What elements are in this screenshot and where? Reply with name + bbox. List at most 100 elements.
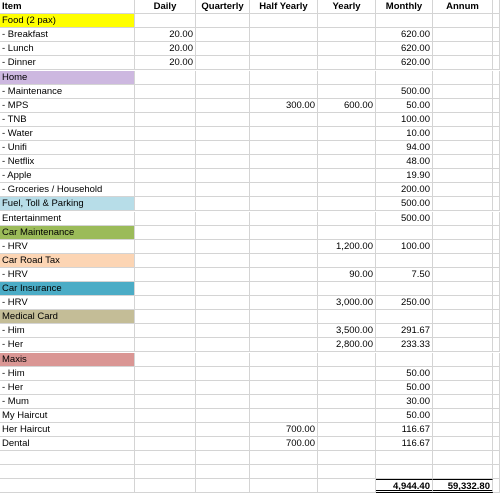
item-cell[interactable] [0,465,135,480]
yearly-cell[interactable] [318,451,376,466]
monthly-cell[interactable]: 7.50 [376,267,433,282]
empty-cell[interactable] [493,394,500,409]
empty-cell[interactable] [493,282,500,297]
annum-cell[interactable] [433,112,493,127]
half-yearly-cell[interactable] [250,408,318,423]
monthly-cell[interactable]: 291.67 [376,324,433,339]
yearly-cell[interactable] [318,394,376,409]
annum-cell[interactable] [433,380,493,395]
annum-cell[interactable] [433,310,493,325]
quarterly-cell[interactable] [196,451,250,466]
yearly-cell[interactable]: 2,800.00 [318,338,376,353]
header-quarterly[interactable]: Quarterly [196,0,250,15]
item-cell[interactable]: Fuel, Toll & Parking [0,197,135,212]
quarterly-cell[interactable] [196,380,250,395]
monthly-cell[interactable]: 116.67 [376,423,433,438]
daily-cell[interactable] [135,98,196,113]
item-cell[interactable]: - Maintenance [0,84,135,99]
daily-cell[interactable] [135,380,196,395]
empty-cell[interactable] [493,84,500,99]
quarterly-cell[interactable] [196,28,250,43]
daily-cell[interactable]: 20.00 [135,56,196,71]
empty-cell[interactable] [493,126,500,141]
yearly-cell[interactable] [318,408,376,423]
monthly-cell[interactable]: 50.00 [376,366,433,381]
daily-cell[interactable] [135,126,196,141]
half-yearly-cell[interactable] [250,366,318,381]
header-annum[interactable]: Annum [433,0,493,15]
half-yearly-cell[interactable] [250,126,318,141]
annum-cell[interactable] [433,28,493,43]
half-yearly-cell[interactable] [250,394,318,409]
daily-cell[interactable] [135,465,196,480]
monthly-cell[interactable]: 250.00 [376,296,433,311]
quarterly-cell[interactable] [196,352,250,367]
half-yearly-cell[interactable]: 300.00 [250,98,318,113]
daily-cell[interactable] [135,141,196,156]
half-yearly-cell[interactable] [250,352,318,367]
half-yearly-cell[interactable] [250,28,318,43]
empty-cell[interactable] [493,423,500,438]
quarterly-cell[interactable] [196,197,250,212]
daily-cell[interactable] [135,112,196,127]
half-yearly-cell[interactable] [250,380,318,395]
monthly-cell[interactable]: 94.00 [376,141,433,156]
empty-cell[interactable] [493,197,500,212]
annum-cell[interactable] [433,267,493,282]
monthly-cell[interactable]: 100.00 [376,239,433,254]
yearly-cell[interactable] [318,70,376,85]
half-yearly-cell[interactable] [250,253,318,268]
yearly-cell[interactable] [318,423,376,438]
item-cell[interactable]: - Water [0,126,135,141]
quarterly-cell[interactable] [196,126,250,141]
empty-cell[interactable] [493,338,500,353]
empty-cell[interactable] [493,352,500,367]
monthly-cell[interactable]: 4,944.40 [376,479,433,494]
quarterly-cell[interactable] [196,296,250,311]
monthly-cell[interactable]: 48.00 [376,155,433,170]
empty-cell[interactable] [493,408,500,423]
empty-cell[interactable] [493,70,500,85]
half-yearly-cell[interactable] [250,267,318,282]
annum-cell[interactable] [433,197,493,212]
item-cell[interactable] [0,451,135,466]
quarterly-cell[interactable] [196,253,250,268]
daily-cell[interactable] [135,394,196,409]
quarterly-cell[interactable] [196,14,250,29]
item-cell[interactable]: - Netflix [0,155,135,170]
monthly-cell[interactable] [376,352,433,367]
annum-cell[interactable] [433,324,493,339]
annum-cell[interactable] [433,126,493,141]
daily-cell[interactable]: 20.00 [135,28,196,43]
daily-cell[interactable] [135,310,196,325]
item-cell[interactable]: Car Maintenance [0,225,135,240]
item-cell[interactable]: Food (2 pax) [0,14,135,29]
annum-cell[interactable] [433,84,493,99]
quarterly-cell[interactable] [196,239,250,254]
empty-cell[interactable] [493,56,500,71]
empty-cell[interactable] [493,239,500,254]
yearly-cell[interactable] [318,169,376,184]
yearly-cell[interactable] [318,366,376,381]
half-yearly-cell[interactable] [250,479,318,494]
annum-cell[interactable] [433,169,493,184]
annum-cell[interactable] [433,352,493,367]
monthly-cell[interactable] [376,465,433,480]
daily-cell[interactable]: 20.00 [135,42,196,57]
daily-cell[interactable] [135,183,196,198]
item-cell[interactable]: Medical Card [0,310,135,325]
item-cell[interactable]: Maxis [0,352,135,367]
daily-cell[interactable] [135,324,196,339]
item-cell[interactable]: Entertainment [0,211,135,226]
monthly-cell[interactable]: 50.00 [376,380,433,395]
yearly-cell[interactable] [318,56,376,71]
daily-cell[interactable] [135,239,196,254]
monthly-cell[interactable] [376,225,433,240]
monthly-cell[interactable]: 30.00 [376,394,433,409]
annum-cell[interactable] [433,239,493,254]
item-cell[interactable]: - Groceries / Household [0,183,135,198]
annum-cell[interactable] [433,56,493,71]
quarterly-cell[interactable] [196,98,250,113]
empty-cell[interactable] [493,366,500,381]
empty-cell[interactable] [493,98,500,113]
